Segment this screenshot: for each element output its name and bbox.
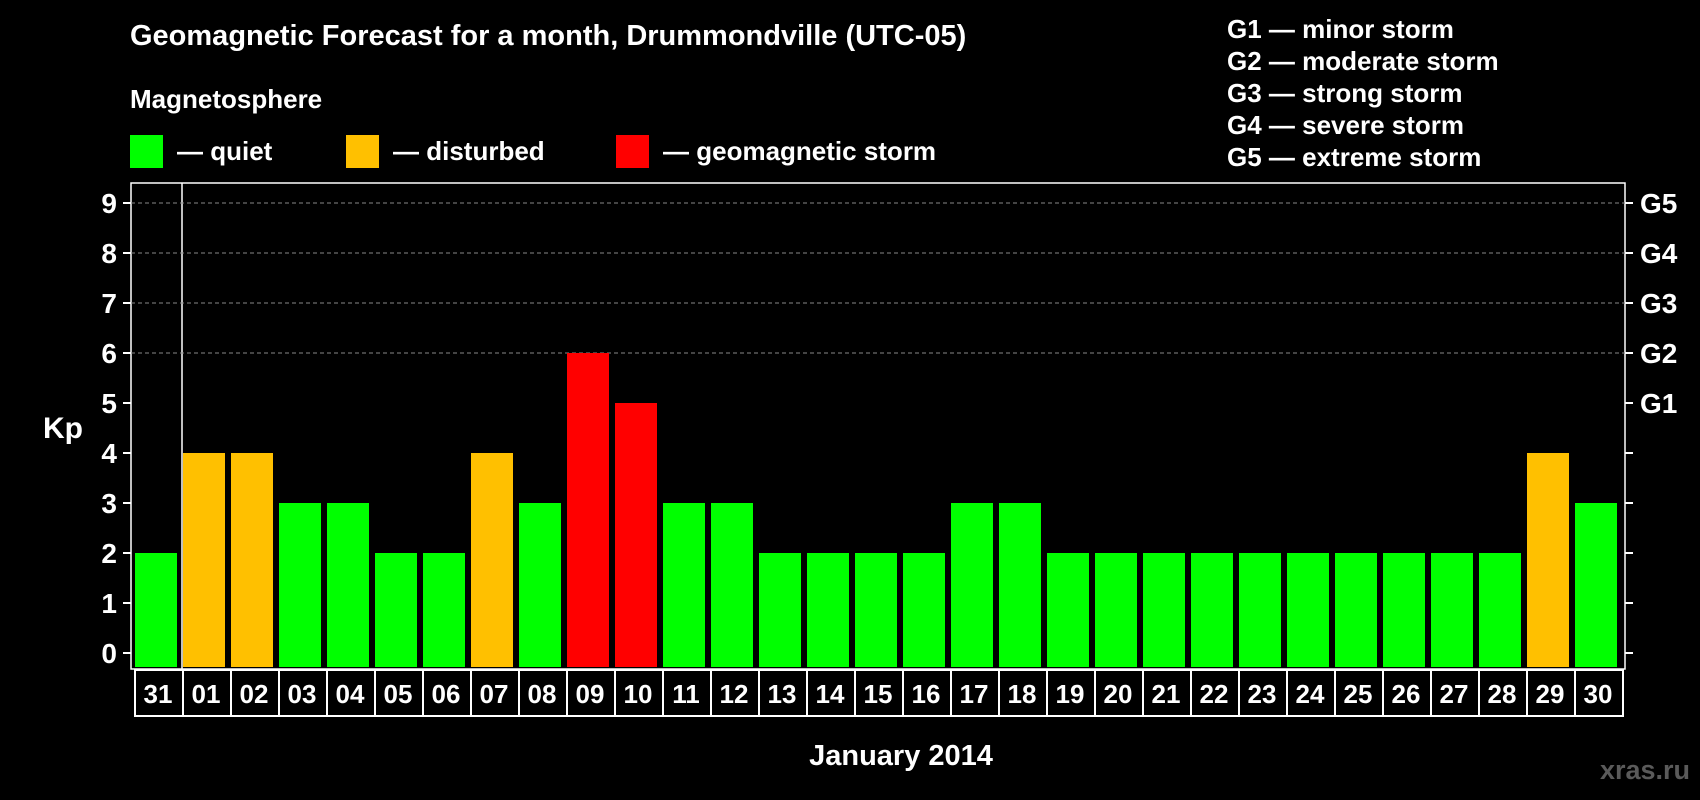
bar bbox=[807, 553, 849, 667]
right-axis-label: G1 bbox=[1640, 388, 1677, 419]
storm-level-g1: G1 — minor storm bbox=[1227, 14, 1454, 44]
bar bbox=[1095, 553, 1137, 667]
right-axis-label: G5 bbox=[1640, 188, 1677, 219]
bar bbox=[375, 553, 417, 667]
x-tick-label: 04 bbox=[336, 679, 365, 709]
bar bbox=[1143, 553, 1185, 667]
bar bbox=[567, 353, 609, 667]
y-tick-label: 2 bbox=[101, 538, 117, 569]
x-axis-label: January 2014 bbox=[809, 740, 993, 772]
right-axis-label: G4 bbox=[1640, 238, 1678, 269]
bar bbox=[1383, 553, 1425, 667]
x-tick-label: 31 bbox=[144, 679, 173, 709]
bar bbox=[903, 553, 945, 667]
storm-level-g4: G4 — severe storm bbox=[1227, 110, 1465, 140]
x-tick-label: 29 bbox=[1536, 679, 1565, 709]
x-tick-label: 17 bbox=[960, 679, 989, 709]
x-tick-label: 06 bbox=[432, 679, 461, 709]
bar bbox=[711, 503, 753, 667]
storm-level-g3: G3 — strong storm bbox=[1227, 78, 1463, 108]
bar bbox=[855, 553, 897, 667]
bar bbox=[135, 553, 177, 667]
x-tick-label: 12 bbox=[720, 679, 749, 709]
y-tick-label: 8 bbox=[101, 238, 117, 269]
x-tick-label: 05 bbox=[384, 679, 413, 709]
y-tick-label: 5 bbox=[101, 388, 117, 419]
x-tick-label: 18 bbox=[1008, 679, 1037, 709]
legend-item-disturbed: — disturbed bbox=[346, 134, 545, 168]
x-tick-label: 03 bbox=[288, 679, 317, 709]
legend-label-disturbed: — disturbed bbox=[393, 135, 545, 166]
x-tick-label: 15 bbox=[864, 679, 893, 709]
x-tick-label: 14 bbox=[816, 679, 845, 709]
bar bbox=[519, 503, 561, 667]
bar bbox=[231, 453, 273, 667]
bar bbox=[1287, 553, 1329, 667]
bar bbox=[1047, 553, 1089, 667]
x-tick-label: 30 bbox=[1584, 679, 1613, 709]
x-tick-label: 21 bbox=[1152, 679, 1181, 709]
x-tick-label: 01 bbox=[192, 679, 221, 709]
right-axis-label: G2 bbox=[1640, 338, 1677, 369]
bar bbox=[951, 503, 993, 667]
x-tick-label: 07 bbox=[480, 679, 509, 709]
x-tick-label: 08 bbox=[528, 679, 557, 709]
bar bbox=[279, 503, 321, 667]
x-tick-label: 10 bbox=[624, 679, 653, 709]
y-tick-label: 4 bbox=[101, 438, 117, 469]
legend-item-storm: — geomagnetic storm bbox=[616, 134, 936, 168]
legend-item-quiet: — quiet bbox=[130, 134, 272, 168]
x-tick-label: 27 bbox=[1440, 679, 1469, 709]
bar bbox=[1479, 553, 1521, 667]
bar bbox=[999, 503, 1041, 667]
x-tick-label: 16 bbox=[912, 679, 941, 709]
bar bbox=[663, 503, 705, 667]
watermark: xras.ru bbox=[1599, 755, 1690, 785]
x-tick-label: 23 bbox=[1248, 679, 1277, 709]
y-axis-label: Kp bbox=[43, 412, 83, 445]
x-tick-label: 09 bbox=[576, 679, 605, 709]
bar bbox=[1191, 553, 1233, 667]
bar bbox=[471, 453, 513, 667]
x-tick-label: 26 bbox=[1392, 679, 1421, 709]
y-tick-label: 6 bbox=[101, 338, 117, 369]
x-tick-label: 28 bbox=[1488, 679, 1517, 709]
y-tick-label: 1 bbox=[101, 588, 117, 619]
right-axis-label: G3 bbox=[1640, 288, 1677, 319]
chart-title: Geomagnetic Forecast for a month, Drummo… bbox=[130, 20, 967, 52]
x-axis-category-row bbox=[134, 669, 1624, 717]
y-tick-label: 9 bbox=[101, 188, 117, 219]
x-tick-label: 13 bbox=[768, 679, 797, 709]
storm-level-g5: G5 — extreme storm bbox=[1227, 142, 1482, 172]
x-tick-label: 24 bbox=[1296, 679, 1325, 709]
bar bbox=[1575, 503, 1617, 667]
legend-label-storm: — geomagnetic storm bbox=[663, 135, 937, 166]
legend-swatch-storm bbox=[616, 134, 649, 168]
legend-label-quiet: — quiet bbox=[177, 135, 273, 166]
bar bbox=[1239, 553, 1281, 667]
storm-level-g2: G2 — moderate storm bbox=[1227, 46, 1499, 76]
x-tick-label: 22 bbox=[1200, 679, 1229, 709]
y-tick-label: 0 bbox=[101, 638, 117, 669]
legend-swatch-quiet bbox=[130, 134, 163, 168]
bar bbox=[759, 553, 801, 667]
bar bbox=[1335, 553, 1377, 667]
x-tick-label: 20 bbox=[1104, 679, 1133, 709]
y-tick-label: 7 bbox=[101, 288, 117, 319]
x-tick-label: 11 bbox=[672, 679, 700, 709]
bar bbox=[1431, 553, 1473, 667]
x-tick-label: 19 bbox=[1056, 679, 1085, 709]
legend-subtitle: Magnetosphere bbox=[130, 84, 323, 114]
x-tick-label: 02 bbox=[240, 679, 269, 709]
bar bbox=[327, 503, 369, 667]
bar bbox=[183, 453, 225, 667]
x-tick-label: 25 bbox=[1344, 679, 1373, 709]
bar bbox=[423, 553, 465, 667]
bar bbox=[1527, 453, 1569, 667]
y-tick-label: 3 bbox=[101, 488, 117, 519]
legend-swatch-disturbed bbox=[346, 134, 379, 168]
storm-level-legend: G1 — minor storm G2 — moderate storm G3 … bbox=[1227, 13, 1499, 173]
bar bbox=[615, 403, 657, 667]
